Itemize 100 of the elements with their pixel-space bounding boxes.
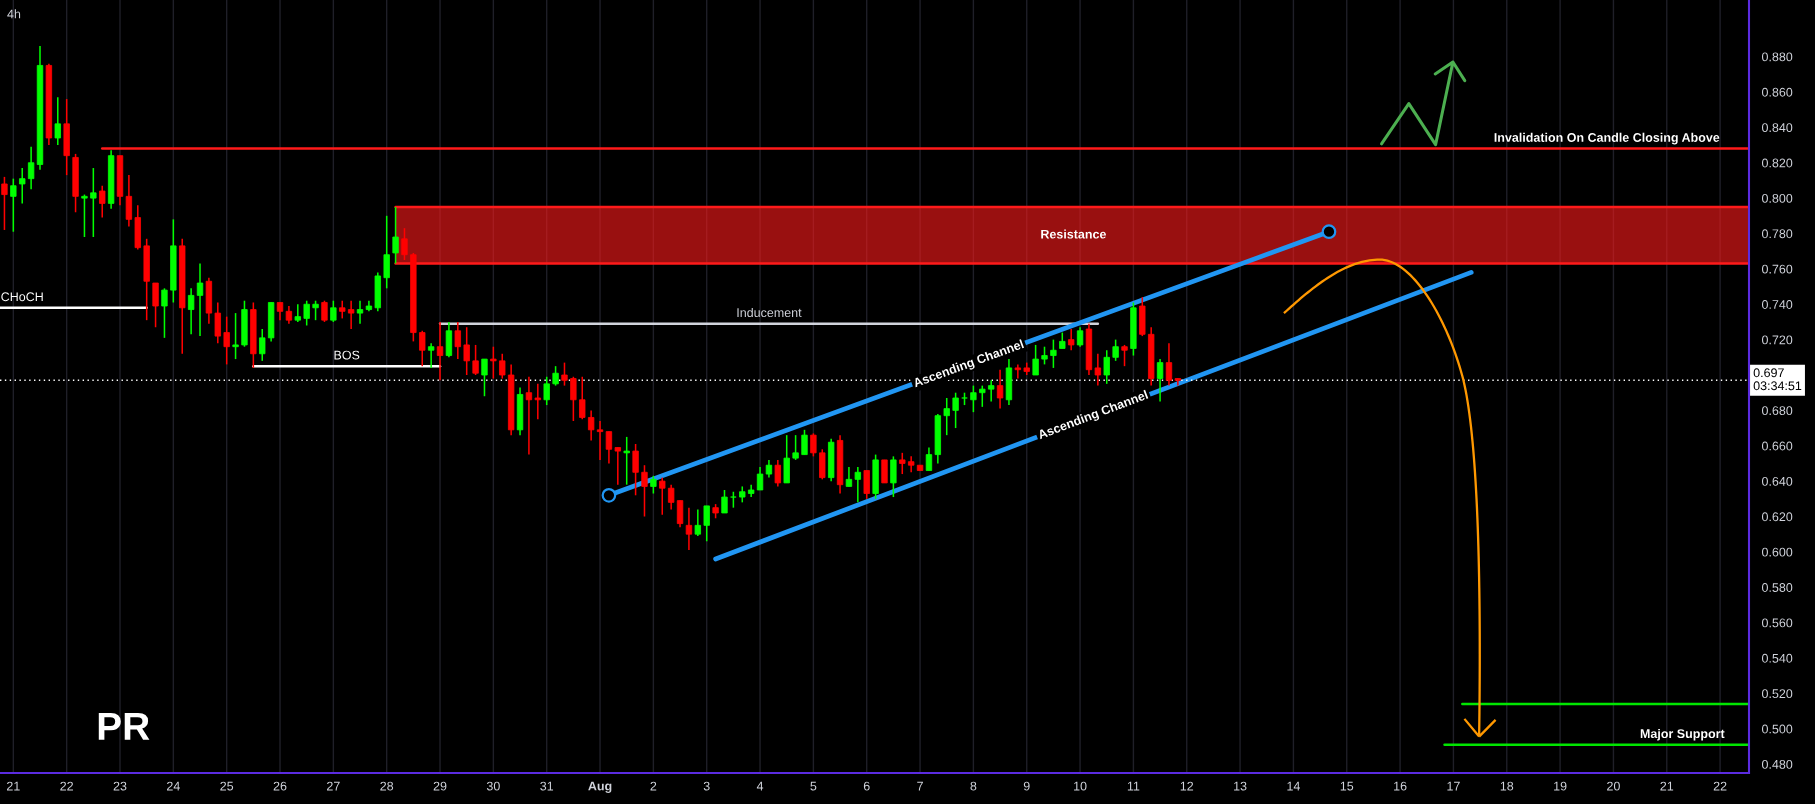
candlestick (10, 177, 17, 233)
annotation: Inducement (737, 307, 802, 318)
candlestick (845, 466, 853, 488)
x-tick-label: 20 (1607, 781, 1620, 791)
x-tick-label: 7 (917, 781, 923, 791)
candlestick (605, 430, 613, 465)
candlestick (1, 176, 8, 231)
x-tick-label: 2 (650, 781, 657, 791)
x-tick-label: 6 (863, 781, 870, 791)
x-tick-label: 14 (1287, 781, 1300, 791)
x-tick-label: 30 (486, 781, 500, 791)
x-tick-label: 8 (970, 781, 977, 791)
candlestick (685, 506, 693, 551)
candlestick (99, 184, 106, 219)
x-tick-label: 22 (1713, 781, 1727, 791)
candlestick (125, 174, 133, 228)
candlestick (570, 376, 577, 422)
candlestick (863, 469, 870, 500)
x-tick-label: 15 (1340, 781, 1354, 791)
x-tick-label: 26 (273, 781, 287, 791)
candlestick (587, 409, 595, 442)
candlestick (27, 146, 35, 191)
x-tick-label: 21 (7, 781, 20, 791)
candlestick (463, 326, 470, 376)
candlestick (214, 301, 221, 344)
y-tick-label: 0.680 (1761, 406, 1793, 416)
candlestick (676, 499, 684, 528)
x-tick-label: 18 (1500, 781, 1514, 791)
candlestick (312, 299, 319, 321)
x-tick-label: 22 (60, 781, 73, 791)
x-tick-label: 19 (1554, 781, 1567, 791)
candlestick (641, 464, 648, 518)
candlestick (925, 446, 933, 472)
candlestick (196, 262, 204, 337)
candlestick (810, 432, 817, 458)
candlestick (321, 299, 328, 323)
x-tick-label: 13 (1234, 781, 1247, 791)
candlestick (996, 368, 1004, 410)
candlestick (472, 344, 479, 376)
x-tick-label: Aug (588, 781, 612, 793)
y-tick-label: 0.760 (1761, 264, 1793, 274)
candlestick (596, 420, 604, 461)
candlestick (1156, 358, 1164, 403)
candlestick (667, 483, 675, 511)
x-tick-label: 31 (540, 781, 554, 791)
candlestick (854, 466, 862, 504)
x-tick-label: 23 (113, 781, 127, 791)
candlestick (1068, 328, 1075, 352)
x-tick-label: 10 (1074, 781, 1087, 791)
candlestick (223, 315, 230, 366)
candlestick (490, 345, 497, 380)
y-tick-label: 0.720 (1761, 335, 1793, 345)
candlestick (1032, 344, 1039, 376)
candlestick (792, 434, 799, 461)
x-tick-label: 27 (327, 781, 340, 791)
candlestick (427, 342, 435, 369)
candlestick (1121, 344, 1128, 367)
candlestick (187, 287, 195, 336)
x-tick-label: 11 (1127, 781, 1140, 791)
x-tick-label: 21 (1660, 781, 1674, 791)
x-tick-label: 5 (810, 781, 817, 791)
candlestick (401, 227, 408, 261)
candlestick (152, 282, 159, 329)
x-tick-label: 3 (703, 781, 710, 791)
x-tick-label: 17 (1447, 781, 1460, 791)
candlestick (1103, 349, 1110, 385)
y-tick-label: 0.820 (1761, 158, 1793, 168)
candlestick (232, 312, 239, 360)
y-tick-label: 0.620 (1761, 512, 1793, 522)
y-tick-label: 0.580 (1761, 583, 1793, 592)
x-tick-label: 12 (1180, 781, 1194, 791)
annotation: BOS (334, 350, 360, 360)
x-tick-label: 29 (433, 781, 447, 791)
candlestick (1174, 377, 1182, 387)
candlestick (481, 358, 488, 397)
candlestick (659, 476, 666, 516)
candlestick (988, 379, 995, 403)
candlestick (81, 193, 88, 238)
ref-line-label: 0.697 03:34:51 (1753, 368, 1802, 391)
y-tick-label: 0.480 (1761, 759, 1793, 769)
candlestick (19, 167, 26, 205)
x-tick-label: 24 (167, 781, 180, 791)
candlestick (294, 303, 301, 323)
y-tick-label: 0.500 (1761, 724, 1793, 734)
y-tick-label: 0.540 (1761, 653, 1793, 663)
candlestick (1112, 338, 1119, 362)
candlestick (303, 299, 310, 327)
candlestick (525, 376, 533, 456)
candlestick (979, 384, 986, 408)
candlestick (161, 287, 168, 339)
candlestick (721, 489, 728, 514)
text: 4h (7, 9, 21, 19)
candlestick (623, 436, 630, 486)
x-tick-label: 9 (1023, 781, 1030, 791)
candlestick (259, 328, 266, 362)
x-tick-label: 28 (380, 781, 394, 791)
candlestick (347, 299, 355, 330)
x-tick-label: 25 (220, 781, 234, 791)
candlestick (801, 429, 808, 456)
candlestick (881, 459, 888, 484)
